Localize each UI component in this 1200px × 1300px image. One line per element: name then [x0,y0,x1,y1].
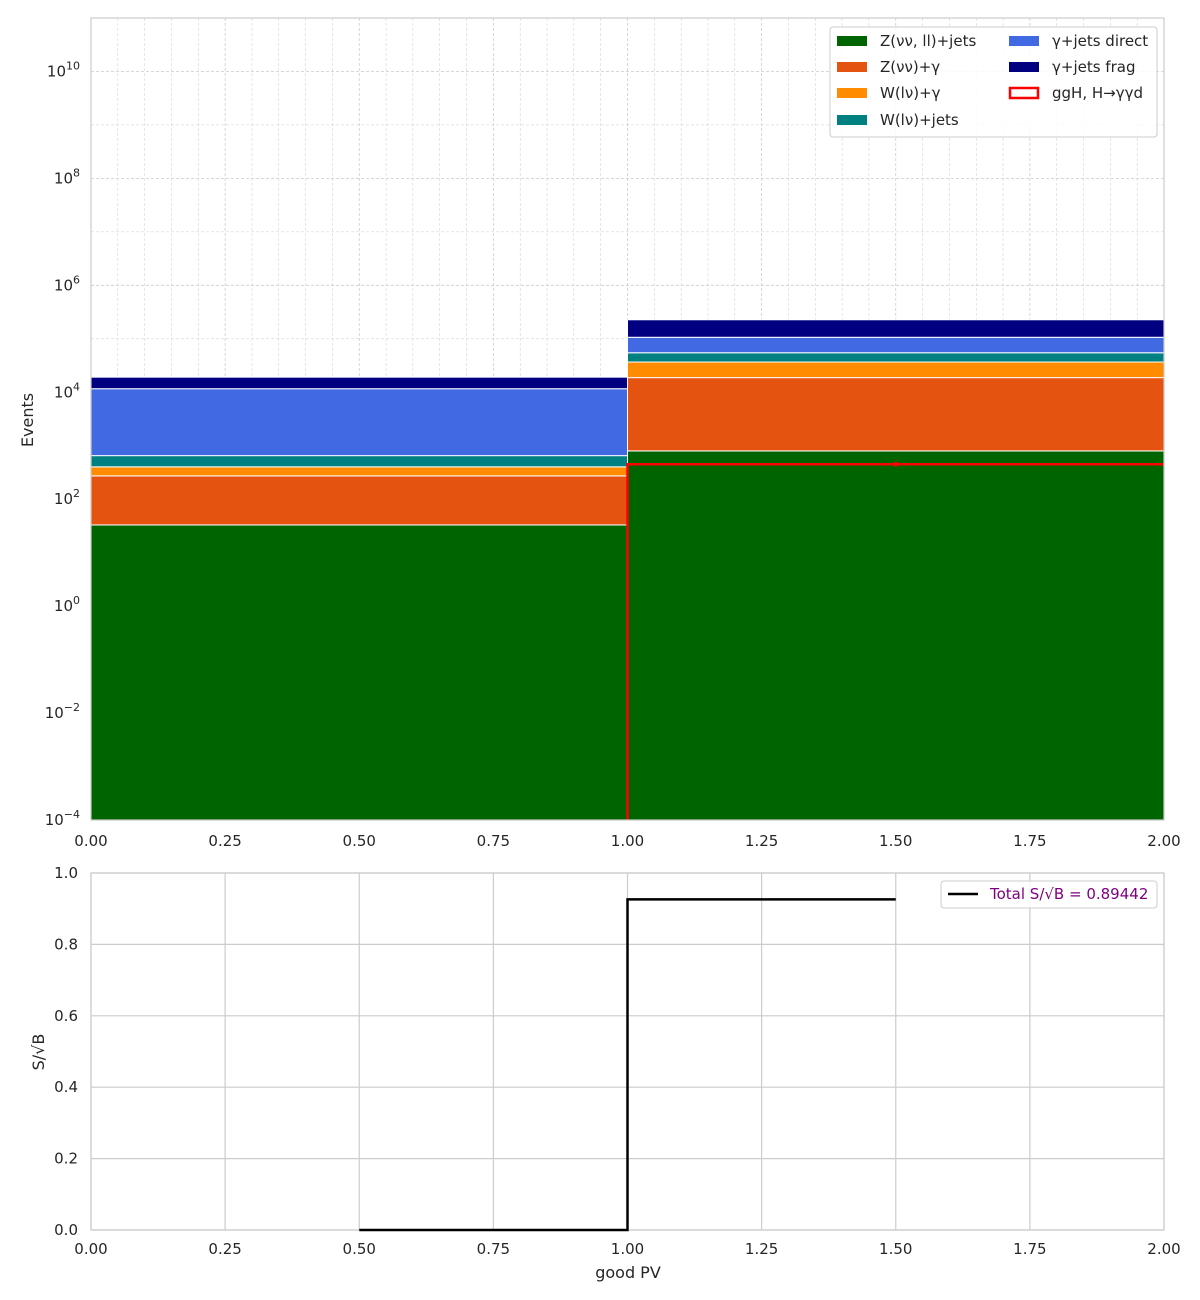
top-y-tick: 108 [54,166,80,187]
legend-swatch [1009,62,1039,72]
legend-swatch [837,36,867,46]
bottom-y-tick: 0.4 [54,1078,78,1096]
top-axes-frame [90,17,1165,821]
significance-panel: 0.00 0.25 0.50 0.75 1.00 1.25 1.50 1.75 2.00 0.0… [29,864,1181,1282]
top-y-tick: 10−2 [45,701,80,722]
bar-segment [627,319,1165,338]
bottom-x-tick: 1.25 [745,1240,778,1258]
bar-segment [627,377,1165,452]
top-y-tick: 10−4 [45,808,80,829]
bottom-y-tick-labels: 0.0 0.2 0.4 0.6 0.8 1.0 [54,864,78,1239]
top-x-tick: 0.25 [208,832,241,850]
legend-label: Z(νν, ll)+jets [880,32,976,50]
bottom-y-tick: 1.0 [54,864,78,882]
top-legend: Z(νν, ll)+jets Z(νν)+γ W(lν)+γ W(lν)+jets γ+… [829,26,1158,138]
top-y-tick-labels: 10−4 10−2 100 102 104 106 108 1010 [45,59,80,829]
bottom-x-axis-label: good PV [595,1263,661,1282]
bottom-x-tick: 1.50 [879,1240,912,1258]
legend-label: W(lν)+jets [880,111,959,129]
bottom-x-tick: 0.50 [343,1240,376,1258]
legend-label: W(lν)+γ [880,84,941,102]
top-y-tick: 102 [54,487,80,508]
signal-outline [626,461,1164,820]
top-x-tick: 0.75 [477,832,510,850]
bar-segment [627,450,1165,821]
bar-segment [627,352,1165,363]
bar-segment [90,475,628,526]
bar-segment [627,361,1165,379]
legend-swatch [1008,86,1040,100]
bottom-y-tick: 0.6 [54,1007,78,1025]
top-y-tick: 104 [54,380,80,401]
bottom-x-tick: 0.75 [477,1240,510,1258]
signal-step [626,463,1164,820]
top-legend-box [829,26,1158,138]
significance-step-line [359,898,896,1232]
stacked-bars [90,319,1165,821]
top-y-tick: 1010 [47,59,80,80]
top-x-tick: 2.00 [1147,832,1180,850]
top-x-tick: 1.50 [879,832,912,850]
legend-label: Z(νν)+γ [880,58,940,76]
bar-segment [90,376,628,390]
bottom-legend: Total S/√B = 0.89442 [940,880,1158,909]
legend-swatch [1009,36,1039,46]
bottom-x-tick: 1.00 [611,1240,644,1258]
signal-marker [893,461,899,467]
top-y-tick: 106 [54,273,80,294]
bottom-y-axis-label: S/√B [29,1034,48,1071]
events-histogram-panel: 0.00 0.25 0.50 0.75 1.00 1.25 1.50 1.75 2.00 10−… [18,17,1181,850]
top-x-tick: 1.25 [745,832,778,850]
bar-segment [90,466,628,477]
top-x-tick-labels: 0.00 0.25 0.50 0.75 1.00 1.25 1.50 1.75 2.00 [74,832,1180,850]
top-y-axis-label: Events [18,393,37,447]
legend-swatch [837,62,867,72]
legend-swatch [837,88,867,98]
significance-line [359,898,896,1232]
bottom-x-tick: 0.25 [208,1240,241,1258]
bottom-y-tick: 0.2 [54,1150,78,1168]
bottom-x-tick: 0.00 [74,1240,107,1258]
bottom-x-tick: 2.00 [1147,1240,1180,1258]
bar-segment [90,524,628,821]
bar-segment [627,336,1165,354]
bottom-legend-box [940,880,1158,909]
legend-swatch [837,115,867,125]
bottom-y-tick: 0.8 [54,935,78,953]
legend-label: γ+jets direct [1052,32,1148,50]
legend-label: ggH, H→γγd [1052,84,1143,102]
bottom-legend-label: Total S/√B = 0.89442 [989,885,1148,903]
legend-label: γ+jets frag [1052,58,1135,76]
top-x-tick: 0.00 [74,832,107,850]
top-x-tick: 1.75 [1013,832,1046,850]
bar-segment [90,388,628,457]
top-y-tick: 100 [54,594,80,615]
bottom-y-tick: 0.0 [54,1221,78,1239]
top-x-tick: 1.00 [611,832,644,850]
bar-segment [90,455,628,468]
bottom-x-tick: 1.75 [1013,1240,1046,1258]
top-x-tick: 0.50 [343,832,376,850]
bottom-x-tick-labels: 0.00 0.25 0.50 0.75 1.00 1.25 1.50 1.75 2.00 [74,1240,1180,1258]
